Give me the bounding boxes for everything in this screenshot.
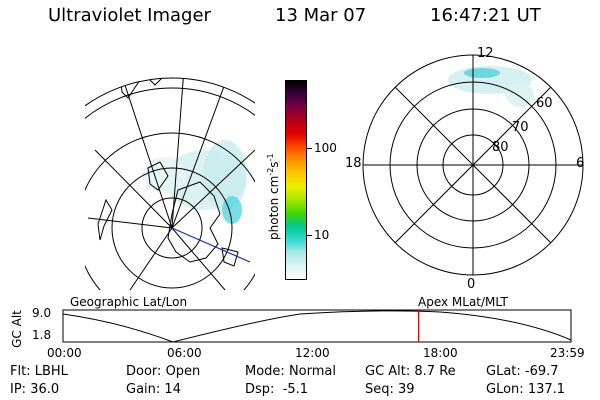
time-tick-1800: 18:00 <box>423 346 458 360</box>
mlt-label-0: 0 <box>467 277 476 292</box>
geographic-globe-map <box>85 77 255 290</box>
colorbar <box>285 80 307 280</box>
info-mode: Mode: Normal <box>245 364 336 379</box>
info-flt: Flt: LBHL <box>10 364 68 379</box>
info-label: GLat: <box>486 364 521 379</box>
time-tick-0000: 00:00 <box>47 346 82 360</box>
info-door: Door: Open <box>126 364 200 379</box>
info-value: -5.1 <box>282 382 309 397</box>
info-value: 39 <box>398 382 415 397</box>
mlt-label-6: 6 <box>576 156 585 171</box>
altitude-axis-label: GC Alt <box>9 310 24 348</box>
info-glat: GLat: -69.7 <box>486 364 559 379</box>
time-tick-1200: 12:00 <box>295 346 330 360</box>
info-dsp: Dsp: -5.1 <box>245 382 308 397</box>
lat-label-60: 60 <box>536 96 553 111</box>
altitude-tick-9: 9.0 <box>32 306 52 320</box>
altitude-plot-frame <box>62 309 572 343</box>
uv-emission-right <box>448 66 534 107</box>
date-text: 13 Mar 07 <box>275 5 367 26</box>
info-value: -69.7 <box>524 364 559 379</box>
info-value: Normal <box>288 364 336 379</box>
colorbar-tick <box>307 235 312 236</box>
mlt-label-12: 12 <box>477 46 494 61</box>
unit-exp-2: -1 <box>266 153 275 162</box>
info-label: Mode: <box>245 364 285 379</box>
time-text: 16:47:21 UT <box>430 5 541 26</box>
unit-mid: s <box>267 161 281 168</box>
lat-label-80: 80 <box>492 140 509 155</box>
unit-exp-1: -2 <box>266 167 275 176</box>
info-value: 8.7 Re <box>414 364 456 379</box>
info-value: Open <box>165 364 201 379</box>
time-tick-0600: 06:00 <box>167 346 202 360</box>
colorbar-tick <box>307 148 312 149</box>
info-value: LBHL <box>34 364 68 379</box>
info-label: GLon: <box>486 382 524 397</box>
info-label: IP: <box>10 382 27 397</box>
lat-label-70: 70 <box>512 120 529 135</box>
info-label: Gain: <box>126 382 161 397</box>
info-ip: IP: 36.0 <box>10 382 59 397</box>
time-tick-2359: 23:59 <box>550 346 585 360</box>
info-label: Flt: <box>10 364 31 379</box>
colorbar-tick-label-100: 100 <box>314 141 337 155</box>
info-label: GC Alt: <box>365 364 411 379</box>
sun-direction-line <box>171 227 251 263</box>
instrument-title: Ultraviolet Imager <box>48 5 211 26</box>
altitude-curve <box>62 310 572 343</box>
colorbar-gradient <box>286 81 306 279</box>
mlt-label-18: 18 <box>345 156 362 171</box>
colorbar-tick-label-10: 10 <box>314 228 330 242</box>
info-label: Seq: <box>365 382 394 397</box>
info-value: 36.0 <box>30 382 60 397</box>
altitude-plot <box>62 309 572 343</box>
info-gc-alt: GC Alt: 8.7 Re <box>365 364 456 379</box>
geographic-panel-label: Geographic Lat/Lon <box>70 295 188 309</box>
info-value: 14 <box>164 382 181 397</box>
colorbar-unit-label: photon cm-2s-1 <box>266 153 281 240</box>
info-gain: Gain: 14 <box>126 382 181 397</box>
unit-base: photon cm <box>267 175 281 240</box>
apex-panel-label: Apex MLat/MLT <box>418 295 508 309</box>
uv-emission-left <box>143 140 247 224</box>
altitude-tick-1.8: 1.8 <box>32 328 52 342</box>
info-value: 137.1 <box>527 382 566 397</box>
info-label: Door: <box>126 364 162 379</box>
info-glon: GLon: 137.1 <box>486 382 565 397</box>
polar-mlat-mlt-plot <box>362 54 584 276</box>
graticule <box>85 78 255 290</box>
info-label: Dsp: <box>245 382 275 397</box>
info-seq: Seq: 39 <box>365 382 415 397</box>
